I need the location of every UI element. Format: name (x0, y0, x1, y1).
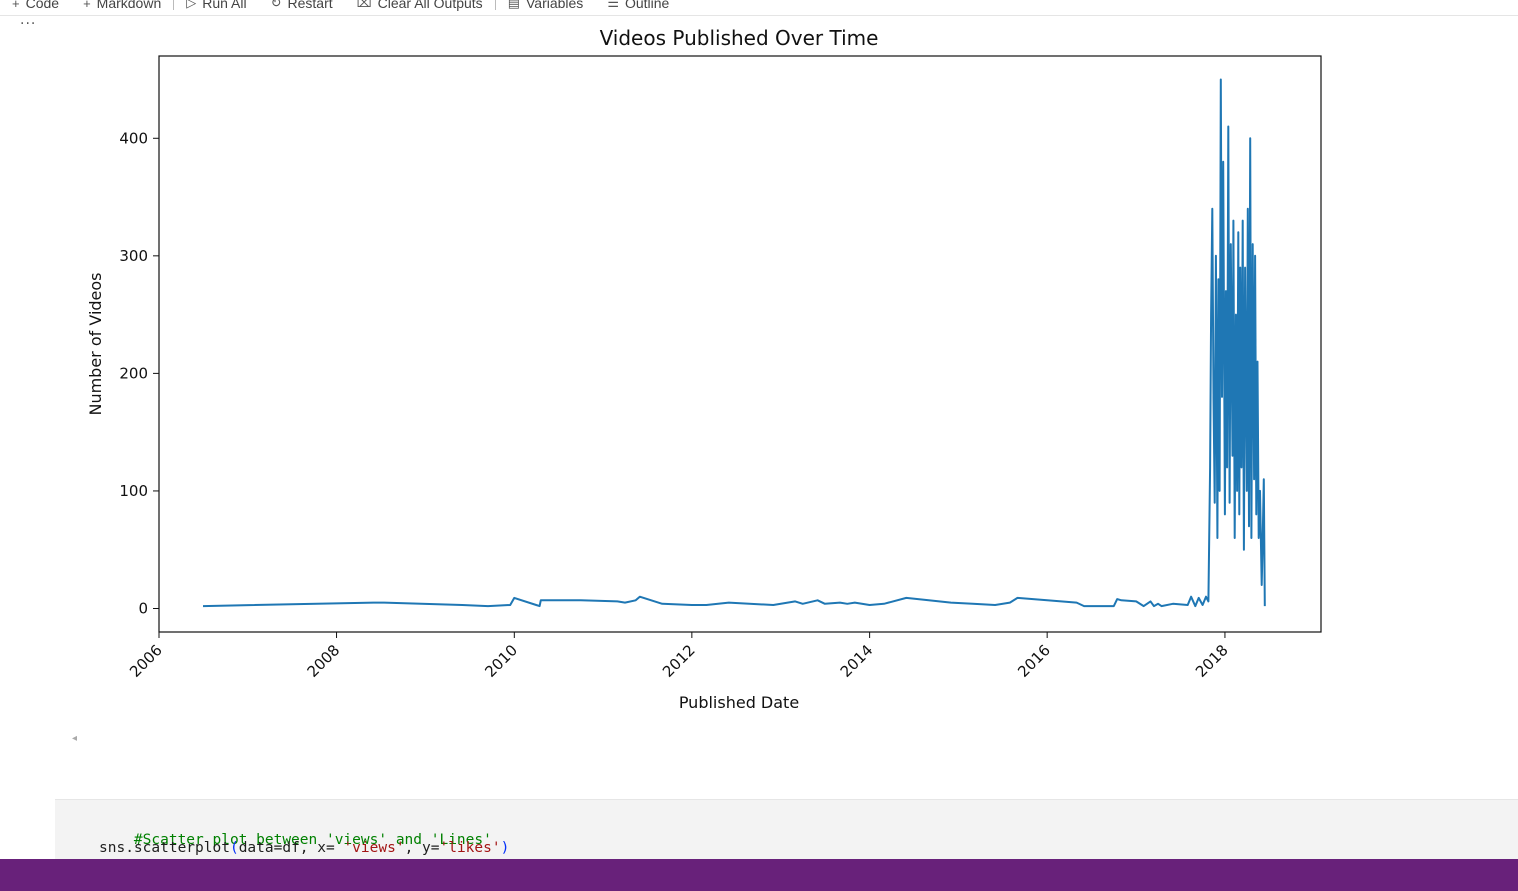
code-function: sns.scatterplot (99, 840, 230, 856)
code-args: data=df, x= (238, 840, 344, 856)
plot-area (158, 55, 1322, 633)
add-markdown-label: Markdown (96, 0, 162, 11)
code-cell[interactable]: #Scatter plot between 'views' and 'Lines… (55, 799, 1518, 862)
x-tick-label: 2008 (304, 641, 344, 681)
run-all-button[interactable]: ▷ Run All (174, 0, 258, 11)
x-axis-label: Published Date (679, 693, 799, 712)
series-layer (202, 78, 1266, 608)
outline-button[interactable]: ☰ Outline (595, 0, 681, 11)
status-bar (0, 859, 1518, 891)
y-tick-label: 400 (119, 129, 148, 147)
add-markdown-button[interactable]: + Markdown (71, 0, 173, 11)
plus-icon: + (12, 0, 20, 11)
x-axis: 2006 2008 2010 2012 2014 2016 2018 (126, 632, 1232, 681)
y-axis-label: Number of Videos (86, 272, 105, 415)
x-tick-label: 2010 (481, 641, 521, 681)
code-string-likes: 'likes' (439, 840, 501, 856)
collapse-output-icon[interactable]: ◂ (72, 733, 78, 744)
y-tick-label: 0 (138, 599, 148, 617)
cell-more-actions-icon[interactable]: ... (20, 12, 37, 28)
restart-label: Restart (287, 0, 333, 11)
restart-icon: ↻ (270, 0, 282, 10)
restart-button[interactable]: ↻ Restart (259, 0, 345, 11)
code-string-views: 'views' (343, 840, 405, 856)
add-code-button[interactable]: + Code (0, 0, 71, 11)
add-code-label: Code (25, 0, 60, 11)
toolbar-divider (173, 0, 175, 10)
outline-icon: ☰ (607, 0, 619, 10)
plus-icon: + (83, 0, 91, 11)
y-axis: 0 100 200 300 400 (119, 129, 159, 617)
cell-output: Videos Published Over Time 0 100 200 300 400… (85, 18, 1345, 718)
run-all-label: Run All (202, 0, 247, 11)
toolbar-divider (494, 0, 496, 10)
clear-all-outputs-button[interactable]: ⌧ Clear All Outputs (345, 0, 495, 11)
code-comment: #Scatter plot between 'views' and 'Lines… (133, 832, 492, 848)
notebook-toolbar: + Code + Markdown ▷ Run All ↻ Restart ⌧ … (0, 0, 1518, 16)
y-tick-label: 200 (119, 364, 148, 382)
code-line-1: #Scatter plot between 'views' and 'Lines… (99, 816, 492, 864)
x-tick-label: 2016 (1014, 641, 1054, 681)
variables-icon: ▤ (507, 0, 520, 10)
outline-label: Outline (624, 0, 670, 11)
code-paren-close: ) (500, 840, 510, 856)
variables-label: Variables (525, 0, 584, 11)
y-tick-label: 300 (119, 247, 148, 265)
code-args-2: , y= (404, 840, 440, 856)
series-line (202, 78, 1266, 608)
code-paren-open: ( (229, 840, 239, 856)
x-tick-label: 2006 (126, 641, 166, 681)
y-tick-label: 100 (119, 482, 148, 500)
clear-outputs-icon: ⌧ (356, 0, 372, 10)
line-chart: Videos Published Over Time 0 100 200 300 400… (86, 26, 1322, 712)
run-all-icon: ▷ (186, 0, 197, 10)
x-tick-label: 2012 (659, 641, 699, 681)
variables-button[interactable]: ▤ Variables (496, 0, 596, 11)
clear-all-outputs-label: Clear All Outputs (377, 0, 483, 11)
code-line-2: sns.scatterplot(data=df, x= 'views', y='… (99, 840, 509, 856)
x-tick-label: 2014 (837, 641, 877, 681)
chart-title: Videos Published Over Time (600, 26, 879, 50)
x-tick-label: 2018 (1192, 641, 1232, 681)
